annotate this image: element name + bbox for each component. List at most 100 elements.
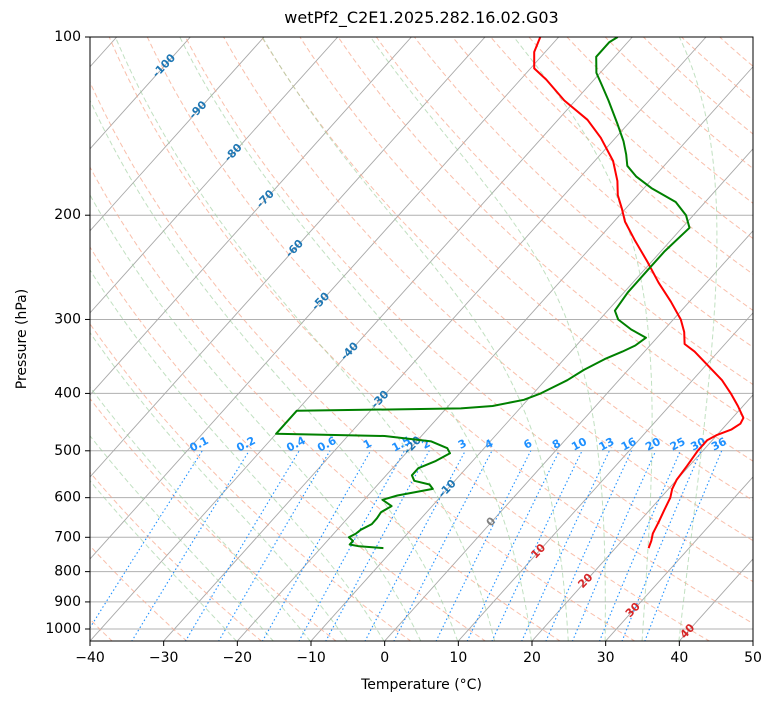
x-tick-label: 30 bbox=[597, 650, 615, 666]
dry-adiabat bbox=[681, 37, 753, 101]
dry-adiabat bbox=[90, 246, 487, 641]
moist-adiabat bbox=[678, 37, 718, 641]
isotherm-line bbox=[457, 312, 753, 641]
dry-adiabat bbox=[528, 37, 753, 240]
dry-adiabat bbox=[90, 81, 636, 641]
mixing-ratio-line bbox=[545, 450, 632, 641]
dry-adiabat bbox=[90, 397, 337, 641]
y-tick-label: 700 bbox=[54, 529, 81, 545]
dry-adiabat bbox=[414, 37, 753, 348]
mixing-ratio-label: 0.6 bbox=[315, 434, 339, 455]
x-tick-label: −40 bbox=[75, 650, 105, 666]
dry-adiabat bbox=[146, 37, 753, 624]
mixing-ratio-label: 6 bbox=[521, 437, 534, 452]
dry-adiabat bbox=[299, 37, 753, 462]
mixing-ratio-line bbox=[644, 450, 723, 641]
x-tick-label: 40 bbox=[670, 650, 688, 666]
y-tick-label: 400 bbox=[54, 385, 81, 401]
moist-adiabat bbox=[90, 479, 238, 641]
moist-adiabat bbox=[114, 37, 496, 641]
x-tick-label: 50 bbox=[744, 650, 762, 666]
dry-adiabat bbox=[758, 37, 775, 642]
mixing-ratio-label: 36 bbox=[709, 435, 729, 454]
moist-adiabat bbox=[261, 37, 569, 641]
isotherm-line bbox=[163, 37, 707, 641]
dry-adiabat bbox=[90, 322, 412, 641]
dry-adiabat bbox=[566, 37, 753, 204]
x-tick-label: 0 bbox=[380, 650, 389, 666]
mixing-ratio-label: 30 bbox=[688, 435, 708, 454]
x-tick-label: −20 bbox=[223, 650, 253, 666]
y-tick-label: 300 bbox=[54, 311, 81, 327]
x-tick-label: 20 bbox=[523, 650, 541, 666]
mixing-ratio-label: 16 bbox=[619, 435, 639, 454]
dry-adiabat bbox=[604, 37, 753, 170]
dry-adiabat bbox=[108, 37, 711, 641]
y-tick-label: 600 bbox=[54, 490, 81, 506]
mixing-ratio-label: 10 bbox=[569, 435, 589, 454]
isotherm-line bbox=[90, 37, 633, 641]
x-axis-label: Temperature (°C) bbox=[361, 677, 482, 693]
isotherm-line bbox=[236, 66, 753, 641]
moist-adiabat bbox=[90, 269, 385, 641]
y-tick-label: 500 bbox=[54, 443, 81, 459]
y-tick-label: 800 bbox=[54, 564, 81, 580]
isotherm-line bbox=[678, 558, 753, 641]
dry-adiabat bbox=[375, 37, 753, 386]
x-tick-label: −30 bbox=[149, 650, 179, 666]
moist-adiabat bbox=[513, 37, 653, 641]
moist-adiabat bbox=[90, 386, 311, 641]
dry-adiabat bbox=[261, 37, 753, 502]
mixing-ratio-line bbox=[435, 450, 532, 641]
moist-adiabat bbox=[370, 37, 606, 641]
isotherm-line bbox=[0, 37, 43, 642]
mixing-ratio-line bbox=[298, 450, 405, 641]
mixing-ratio-line bbox=[261, 450, 372, 641]
mixing-ratio-line bbox=[218, 450, 331, 641]
x-tick-label: 10 bbox=[449, 650, 467, 666]
mixing-ratio-label: 25 bbox=[668, 435, 688, 454]
dry-adiabat bbox=[90, 545, 188, 641]
moist-adiabat bbox=[90, 99, 459, 641]
moist-adiabat bbox=[90, 331, 348, 641]
dry-adiabat bbox=[643, 37, 753, 135]
dry-adiabat bbox=[185, 37, 753, 583]
temperature-profile bbox=[533, 37, 745, 549]
mixing-ratio-label: 13 bbox=[597, 435, 617, 454]
y-tick-label: 1000 bbox=[45, 621, 81, 637]
mixing-ratio-line bbox=[466, 450, 560, 641]
mixing-ratio-line bbox=[90, 450, 203, 629]
isotherm-line bbox=[90, 37, 412, 396]
mixing-ratio-label: 2 bbox=[420, 437, 433, 452]
mixing-ratio-label: 3 bbox=[456, 437, 469, 452]
y-tick-label: 200 bbox=[54, 207, 81, 223]
dry-adiabat bbox=[90, 471, 263, 641]
isotherm-line bbox=[90, 37, 560, 560]
isotherm-line bbox=[90, 37, 118, 68]
mixing-ratio-line bbox=[325, 450, 430, 641]
moist-adiabat bbox=[90, 435, 274, 641]
mixing-ratio-label: 1 bbox=[361, 437, 374, 452]
isotherm-line bbox=[605, 476, 753, 641]
isotherm-line bbox=[752, 640, 753, 641]
isotherm-line bbox=[531, 394, 753, 641]
plot-frame bbox=[89, 36, 754, 642]
isotherm-line bbox=[90, 37, 486, 478]
isotherm-line bbox=[90, 37, 339, 314]
dry-adiabat bbox=[223, 37, 753, 542]
mixing-ratio-label: 0.1 bbox=[187, 434, 210, 455]
chart-title: wetPf2_C2E1.2025.282.16.02.G03 bbox=[284, 8, 559, 27]
mixing-ratio-line bbox=[521, 450, 610, 641]
mixing-ratio-label: 0.4 bbox=[284, 434, 308, 455]
dry-adiabat bbox=[452, 37, 753, 312]
x-tick-label: −10 bbox=[296, 650, 326, 666]
isotherm-line bbox=[90, 37, 191, 150]
y-tick-label: 900 bbox=[54, 594, 81, 610]
mixing-ratio-line bbox=[599, 450, 681, 641]
mixing-ratio-line bbox=[131, 450, 250, 641]
moist-adiabat bbox=[179, 37, 532, 641]
dry-adiabat bbox=[90, 166, 561, 641]
dry-adiabat bbox=[90, 618, 113, 641]
dewpoint-profile bbox=[275, 37, 691, 550]
